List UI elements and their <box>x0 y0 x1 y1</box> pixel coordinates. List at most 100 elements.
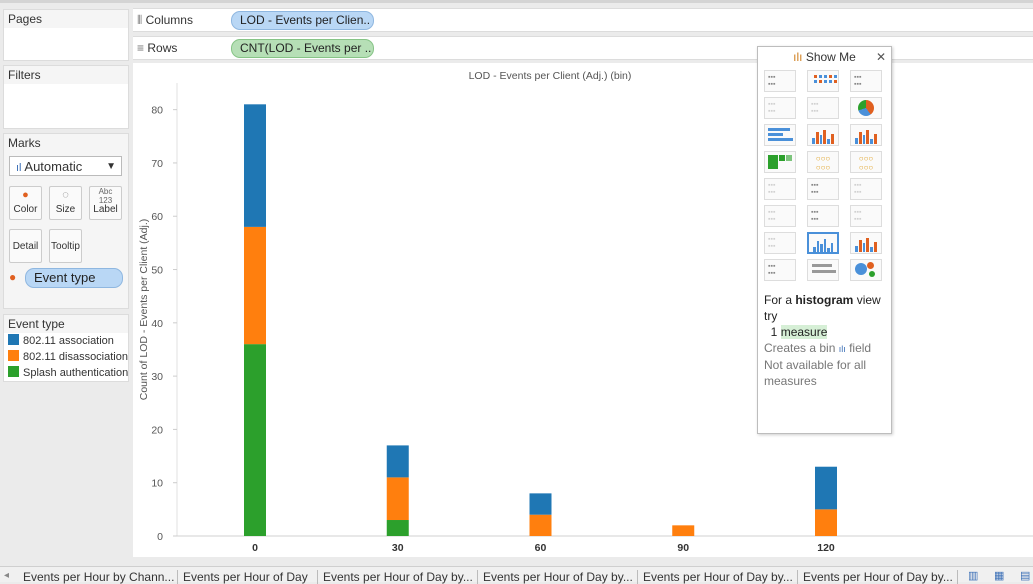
chevron-down-icon: ▼ <box>106 161 116 172</box>
lines-continuous-icon[interactable]: ▪▪▪ ▪▪▪ <box>764 178 796 200</box>
pages-drop-area[interactable] <box>4 28 128 60</box>
marks-title: Marks <box>8 136 41 150</box>
bar-segment[interactable] <box>244 344 266 536</box>
show-me-panel: ılı Show Me ✕ ▪▪▪ ▪▪▪ ▪▪▪ ▪▪▪ ▪▪▪ ▪▪▪ ▪▪▪ ▪▪▪ ○○… <box>757 46 892 434</box>
close-icon[interactable]: ✕ <box>875 50 886 64</box>
show-me-title: Show Me <box>805 50 856 64</box>
bar-segment[interactable] <box>529 514 552 536</box>
scatter-plot-icon[interactable]: ▪▪▪ ▪▪▪ <box>764 232 796 254</box>
chart-title: LOD - Events per Client (Adj.) (bin) <box>469 70 632 82</box>
stacked-bars-icon[interactable] <box>807 124 839 146</box>
histogram-chart[interactable]: LOD - Events per Client (Adj.) (bin)0102… <box>133 63 1033 557</box>
treemap-icon[interactable] <box>764 151 796 173</box>
dual-lines-icon[interactable]: ▪▪▪ ▪▪▪ <box>850 178 882 200</box>
pie-chart-icon[interactable] <box>850 97 882 119</box>
bar-segment[interactable] <box>815 509 837 536</box>
legend-item-association[interactable]: 802.11 association <box>8 334 114 348</box>
y-tick-label: 20 <box>151 424 163 436</box>
horizontal-bars-icon[interactable] <box>764 124 796 146</box>
columns-icon: ⦀ <box>137 13 143 27</box>
filled-map-icon[interactable]: ▪▪▪ ▪▪▪ <box>807 97 839 119</box>
color-field-icon: ● <box>9 270 17 284</box>
mark-type-value: Automatic <box>24 159 83 174</box>
bar-segment[interactable] <box>529 493 552 515</box>
detail-button-label: Detail <box>12 241 39 252</box>
gantt-chart-icon[interactable]: ▪▪▪ ▪▪▪ <box>764 259 796 281</box>
lines-discrete-icon[interactable]: ▪▪▪ ▪▪▪ <box>807 178 839 200</box>
x-tick-label: 30 <box>392 542 404 554</box>
new-dashboard-icon[interactable]: ▦ <box>994 570 1005 582</box>
area-discrete-icon[interactable]: ▪▪▪ ▪▪▪ <box>807 205 839 227</box>
tooltip-button[interactable]: Tooltip <box>49 229 82 263</box>
sheet-tab[interactable]: Events per Hour of Day by... <box>479 570 638 584</box>
bar-segment[interactable] <box>672 525 695 536</box>
sheet-tab[interactable]: Events per Hour of Day by... <box>799 570 958 584</box>
label-button[interactable]: Abc 123 Label <box>89 186 122 220</box>
bar-segment[interactable] <box>386 477 409 521</box>
tabs-scroll-left[interactable]: ◂ <box>4 570 10 581</box>
symbol-map-icon[interactable]: ▪▪▪ ▪▪▪ <box>764 97 796 119</box>
filters-drop-area[interactable] <box>4 84 128 128</box>
tip-suffix: view try <box>764 293 881 323</box>
rows-shelf[interactable]: ≡ Rows CNT(LOD - Events per .. <box>133 36 1033 60</box>
legend-label: Splash authentication <box>23 367 129 379</box>
filters-title: Filters <box>8 68 41 82</box>
sheet-tab[interactable]: Events per Hour of Day by... <box>639 570 798 584</box>
side-by-side-bars-icon[interactable] <box>850 124 882 146</box>
color-field-label: Event type <box>34 270 96 285</box>
detail-button[interactable]: Detail <box>9 229 42 263</box>
legend-item-splash[interactable]: Splash authentication <box>8 366 128 380</box>
bullet-graph-icon[interactable] <box>807 259 839 281</box>
legend-item-disassociation[interactable]: 802.11 disassociation <box>8 350 128 364</box>
y-axis-label: Count of LOD - Events per Client (Adj.) <box>138 219 150 401</box>
area-continuous-icon[interactable]: ▪▪▪ ▪▪▪ <box>764 205 796 227</box>
y-tick-label: 70 <box>151 158 163 170</box>
sheet-tab[interactable]: Events per Hour of Day <box>179 570 318 584</box>
bin-icon: ılı <box>838 344 846 354</box>
highlight-table-icon[interactable]: ▪▪▪ ▪▪▪ <box>850 70 882 92</box>
columns-shelf[interactable]: ⦀ Columns LOD - Events per Clien.. <box>133 8 1033 32</box>
circle-views-icon[interactable]: ○○○ ○○○ <box>807 151 839 173</box>
viz-area[interactable]: LOD - Events per Client (Adj.) (bin) 0 10 2… <box>133 63 1033 557</box>
columns-pill[interactable]: LOD - Events per Clien.. <box>231 11 374 30</box>
histogram-icon[interactable] <box>807 232 839 254</box>
color-button[interactable]: ● Color <box>9 186 42 220</box>
y-tick-label: 80 <box>151 105 163 117</box>
y-tick-label: 40 <box>151 318 163 330</box>
new-sheet-icon[interactable]: ▥ <box>968 570 979 582</box>
size-icon: ◌ <box>62 189 69 201</box>
heat-map-icon[interactable] <box>807 70 839 92</box>
legend-panel: Event type <box>3 314 129 382</box>
x-tick-label: 120 <box>817 542 835 554</box>
size-button[interactable]: ◌ Size <box>49 186 82 220</box>
color-field-pill[interactable]: Event type <box>25 268 123 288</box>
bar-segment[interactable] <box>244 226 266 345</box>
pages-title: Pages <box>8 12 43 26</box>
text-table-icon[interactable]: ▪▪▪ ▪▪▪ <box>764 70 796 92</box>
y-tick-label: 50 <box>151 265 163 277</box>
sheet-tab[interactable]: Events per Hour by Chann... <box>19 570 178 584</box>
mark-type-dropdown[interactable]: ıl Automatic ▼ <box>9 156 122 176</box>
bar-segment[interactable] <box>386 520 409 536</box>
size-button-label: Size <box>55 204 76 215</box>
new-story-icon[interactable]: ▤ <box>1020 570 1031 582</box>
legend-swatch <box>8 366 19 377</box>
x-tick-label: 60 <box>535 542 547 554</box>
side-by-side-circles-icon[interactable]: ○○○ ○○○ <box>850 151 882 173</box>
rows-pill[interactable]: CNT(LOD - Events per .. <box>231 39 374 58</box>
filters-panel: Filters <box>3 65 129 129</box>
bar-segment[interactable] <box>244 104 266 227</box>
sheet-tabs-bar: ◂ ▥ ▦ ▤ Events per Hour by Chann... Event… <box>0 566 1033 584</box>
legend-swatch <box>8 334 19 345</box>
y-tick-label: 10 <box>151 478 163 490</box>
bar-segment[interactable] <box>386 445 409 478</box>
sheet-tab[interactable]: Events per Hour of Day by... <box>319 570 478 584</box>
dual-combination-icon[interactable]: ▪▪▪ ▪▪▪ <box>850 205 882 227</box>
packed-bubbles-icon[interactable] <box>850 259 882 281</box>
rows-pill-label: CNT(LOD - Events per .. <box>240 41 372 55</box>
box-whisker-icon[interactable] <box>850 232 882 254</box>
bar-segment[interactable] <box>815 466 837 510</box>
rows-icon: ≡ <box>137 41 145 55</box>
tip-count: 1 <box>770 325 778 339</box>
pages-panel: Pages <box>3 9 129 61</box>
